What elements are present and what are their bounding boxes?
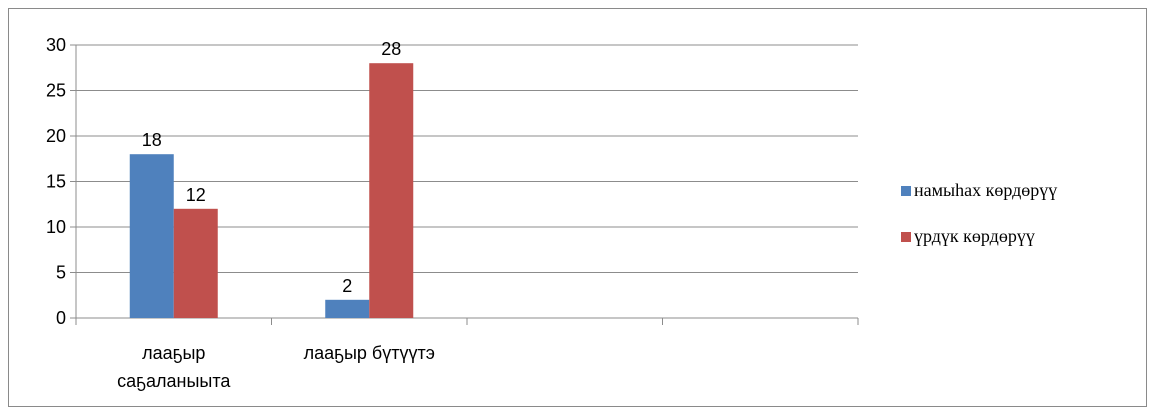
data-labels: 18 2 12 28 <box>142 39 402 296</box>
y-tick-label: 5 <box>56 263 66 283</box>
data-label: 2 <box>342 276 352 296</box>
y-tick-label: 15 <box>46 172 66 192</box>
y-tick-label: 30 <box>46 35 66 55</box>
x-category-label: лааҕыр бүтүүтэ <box>304 343 435 363</box>
legend-label: намыһах көрдөрүү <box>914 180 1057 200</box>
y-axis: 0 5 10 15 20 25 30 <box>46 35 77 328</box>
chart-frame <box>8 8 1147 407</box>
y-tick-label: 20 <box>46 126 66 146</box>
bar <box>325 299 370 318</box>
data-label: 18 <box>142 130 162 150</box>
bar <box>129 154 174 318</box>
x-category-label: саҕаланыыта <box>117 371 231 391</box>
y-tick-label: 10 <box>46 217 66 237</box>
data-label: 12 <box>186 185 206 205</box>
legend-label: үрдүк көрдөрүү <box>914 226 1035 246</box>
data-label: 28 <box>381 39 401 59</box>
y-tick-label: 0 <box>56 308 66 328</box>
bar <box>173 208 218 318</box>
legend: намыһах көрдөрүү үрдүк көрдөрүү <box>901 180 1057 246</box>
x-axis: лааҕыр саҕаланыыта лааҕыр бүтүүтэ <box>75 318 859 391</box>
legend-swatch <box>901 186 911 196</box>
y-tick-label: 25 <box>46 81 66 101</box>
legend-swatch <box>901 232 911 242</box>
bar <box>369 63 414 319</box>
bars <box>129 63 414 319</box>
x-category-label: лааҕыр <box>142 343 205 363</box>
